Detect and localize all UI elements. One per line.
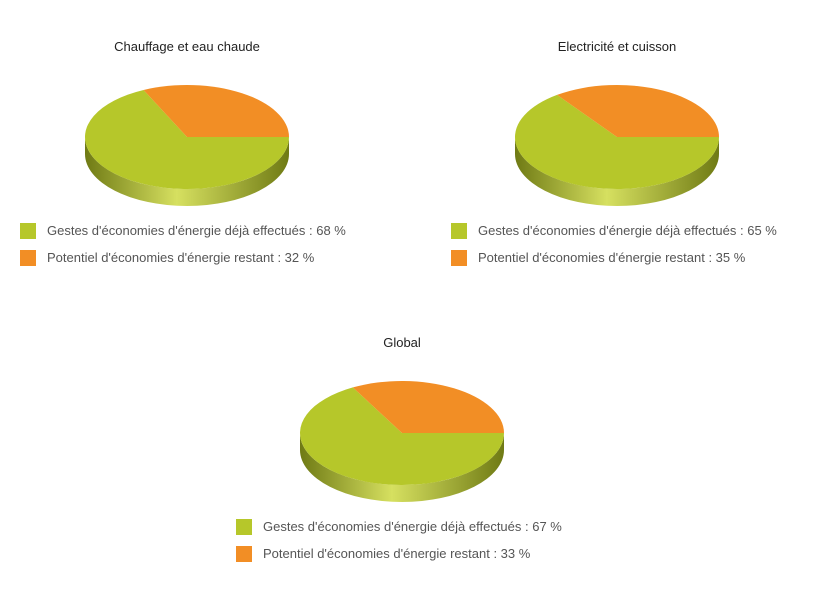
chart-title: Electricité et cuisson (557, 39, 677, 54)
legend-label: Gestes d'économies d'énergie déjà effect… (263, 519, 562, 534)
legend-swatch (236, 519, 252, 535)
legend-swatch (451, 250, 467, 266)
pie-slice-restant (557, 85, 719, 137)
pie-side-wall (300, 433, 504, 502)
pie-chart (85, 85, 289, 206)
pie-chart (515, 85, 719, 206)
legend-swatch (20, 250, 36, 266)
pie-slice-effectues (300, 387, 504, 485)
legend-label: Gestes d'économies d'énergie déjà effect… (47, 223, 346, 238)
legend-label: Gestes d'économies d'énergie déjà effect… (478, 223, 777, 238)
pie-slice-restant (352, 381, 504, 433)
legend-swatch (451, 223, 467, 239)
pie-chart (300, 381, 504, 502)
legend-swatch (236, 546, 252, 562)
pie-side-wall (515, 137, 719, 206)
legend-label: Potentiel d'économies d'énergie restant … (263, 546, 531, 561)
legend-label: Potentiel d'économies d'énergie restant … (47, 250, 315, 265)
pie-slice-effectues (85, 89, 289, 190)
pie-side-wall (85, 137, 289, 206)
legend-label: Potentiel d'économies d'énergie restant … (478, 250, 746, 265)
legend-swatch (20, 223, 36, 239)
pie-slice-restant (143, 85, 289, 137)
pie-slice-effectues (515, 94, 719, 189)
chart-title: Global (383, 335, 421, 350)
chart-title: Chauffage et eau chaude (114, 39, 260, 54)
